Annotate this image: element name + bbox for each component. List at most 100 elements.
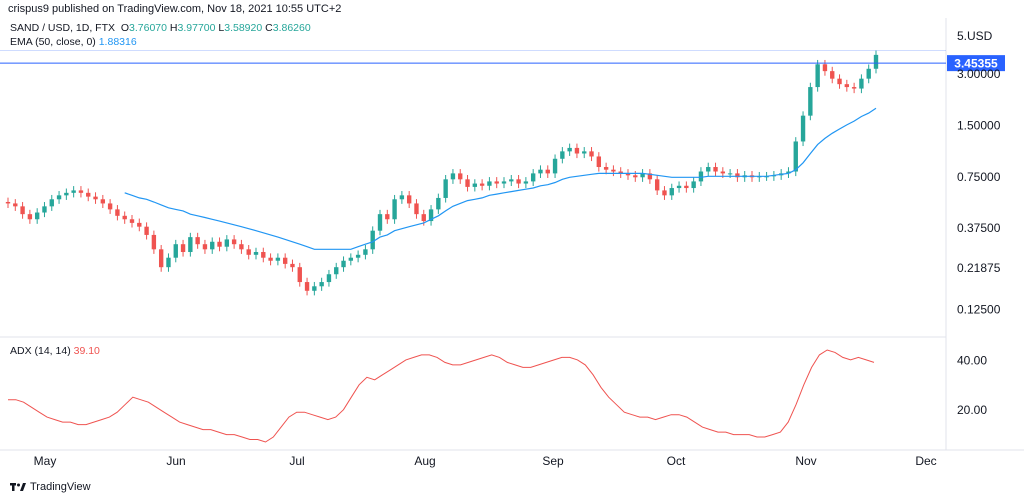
- candle-body: [808, 87, 813, 116]
- close-value: 3.86260: [272, 22, 311, 34]
- adx-legend[interactable]: ADX (14, 14) 39.10: [10, 345, 100, 357]
- candle-body: [436, 197, 441, 210]
- candle-body: [195, 237, 200, 245]
- candle-body: [669, 188, 674, 196]
- candle-body: [530, 173, 536, 182]
- time-axis-tick: May: [34, 454, 57, 468]
- candle-body: [319, 282, 324, 287]
- candle-body: [428, 209, 434, 222]
- candle-body: [297, 267, 302, 283]
- candle-body: [13, 203, 18, 207]
- candle-body: [406, 195, 412, 204]
- candle-body: [188, 237, 193, 253]
- candle-body: [538, 169, 543, 174]
- time-axis-tick: Sep: [542, 454, 564, 468]
- candle-body: [217, 241, 222, 247]
- tradingview-logo-icon: [10, 482, 26, 492]
- time-axis-tick: Oct: [667, 454, 686, 468]
- open-value: 3.76070: [129, 22, 167, 34]
- price-axis-tick: 5.USD: [957, 29, 993, 43]
- candle-body: [42, 206, 47, 213]
- candle-body: [64, 192, 69, 196]
- candle-body: [370, 230, 375, 250]
- ema-legend[interactable]: EMA (50, close, 0) 1.88316: [10, 36, 137, 48]
- candle-body: [837, 78, 842, 85]
- candle-body: [611, 169, 616, 172]
- candle-body: [713, 167, 718, 172]
- candle-body: [487, 181, 492, 186]
- candle-body: [334, 267, 339, 275]
- price-axis-tick: 1.50000: [957, 118, 1001, 132]
- price-marker-label: 3.45355: [954, 57, 998, 71]
- low-label: L: [218, 22, 225, 34]
- candle-body: [158, 249, 164, 268]
- candle-body: [122, 215, 127, 220]
- candle-body: [735, 173, 740, 178]
- candle-body: [574, 147, 580, 154]
- adx-line: [8, 349, 875, 443]
- candle-body: [304, 282, 310, 291]
- adx-label: ADX (14, 14): [10, 345, 71, 357]
- symbol-ohlc-legend: SAND / USD, 1D, FTX O3.76070 H3.97700 L3…: [10, 22, 311, 34]
- candle-body: [465, 179, 470, 187]
- tradingview-footer: TradingView: [10, 481, 91, 493]
- candle-body: [866, 68, 871, 79]
- ema-value: 1.88316: [98, 36, 137, 48]
- candle-body: [326, 274, 332, 283]
- candle-body: [691, 181, 696, 189]
- candle-body: [210, 241, 215, 250]
- candle-body: [348, 257, 354, 261]
- candle-body: [596, 156, 602, 168]
- adx-axis-tick: 40.00: [957, 353, 987, 367]
- candle-body: [859, 78, 864, 89]
- candle-body: [494, 181, 499, 184]
- candle-body: [20, 206, 25, 215]
- low-value: 3.58920: [224, 22, 263, 34]
- price-marker-badge: [947, 55, 1005, 72]
- candle-body: [640, 173, 645, 178]
- candle-body: [844, 84, 850, 88]
- candle-body: [129, 219, 135, 223]
- time-axis-tick: Dec: [915, 454, 936, 468]
- candle-body: [815, 64, 820, 88]
- high-value: 3.97700: [177, 22, 216, 34]
- candle-body: [71, 190, 76, 193]
- candle-body: [633, 175, 638, 178]
- candle-body: [231, 239, 237, 245]
- candle-body: [472, 183, 478, 187]
- price-axis-tick: 0.37500: [957, 221, 1001, 235]
- symbol-label[interactable]: SAND / USD, 1D, FTX: [10, 22, 116, 34]
- adx-axis-tick: 20.00: [957, 403, 987, 417]
- candle-body: [873, 54, 879, 69]
- candle-body: [552, 158, 558, 174]
- candle-body: [78, 190, 84, 193]
- candle-body: [224, 239, 230, 247]
- tradingview-brand[interactable]: TradingView: [30, 481, 91, 493]
- candle-body: [166, 257, 171, 268]
- candle-body: [363, 249, 368, 255]
- candle-body: [509, 179, 514, 182]
- candle-body: [115, 209, 120, 216]
- candle-body: [603, 167, 609, 170]
- candle-body: [516, 179, 521, 184]
- candle-body: [676, 185, 682, 189]
- candle-body: [312, 286, 317, 291]
- candle-body: [341, 260, 346, 268]
- candle-body: [137, 222, 142, 227]
- price-axis-tick: 3.00000: [957, 67, 1001, 81]
- candle-body: [654, 179, 660, 191]
- candle-body: [5, 201, 11, 204]
- candle-body: [107, 203, 113, 210]
- candle-body: [355, 254, 361, 258]
- candle-body: [261, 252, 266, 258]
- candle-body: [144, 226, 149, 235]
- candle-body: [662, 190, 667, 196]
- candle-body: [56, 195, 62, 200]
- candle-body: [851, 87, 857, 89]
- candle-body: [27, 214, 33, 220]
- candle-body: [246, 249, 251, 255]
- candle-body: [523, 181, 529, 184]
- candle-body: [786, 171, 791, 174]
- candle-body: [151, 234, 157, 250]
